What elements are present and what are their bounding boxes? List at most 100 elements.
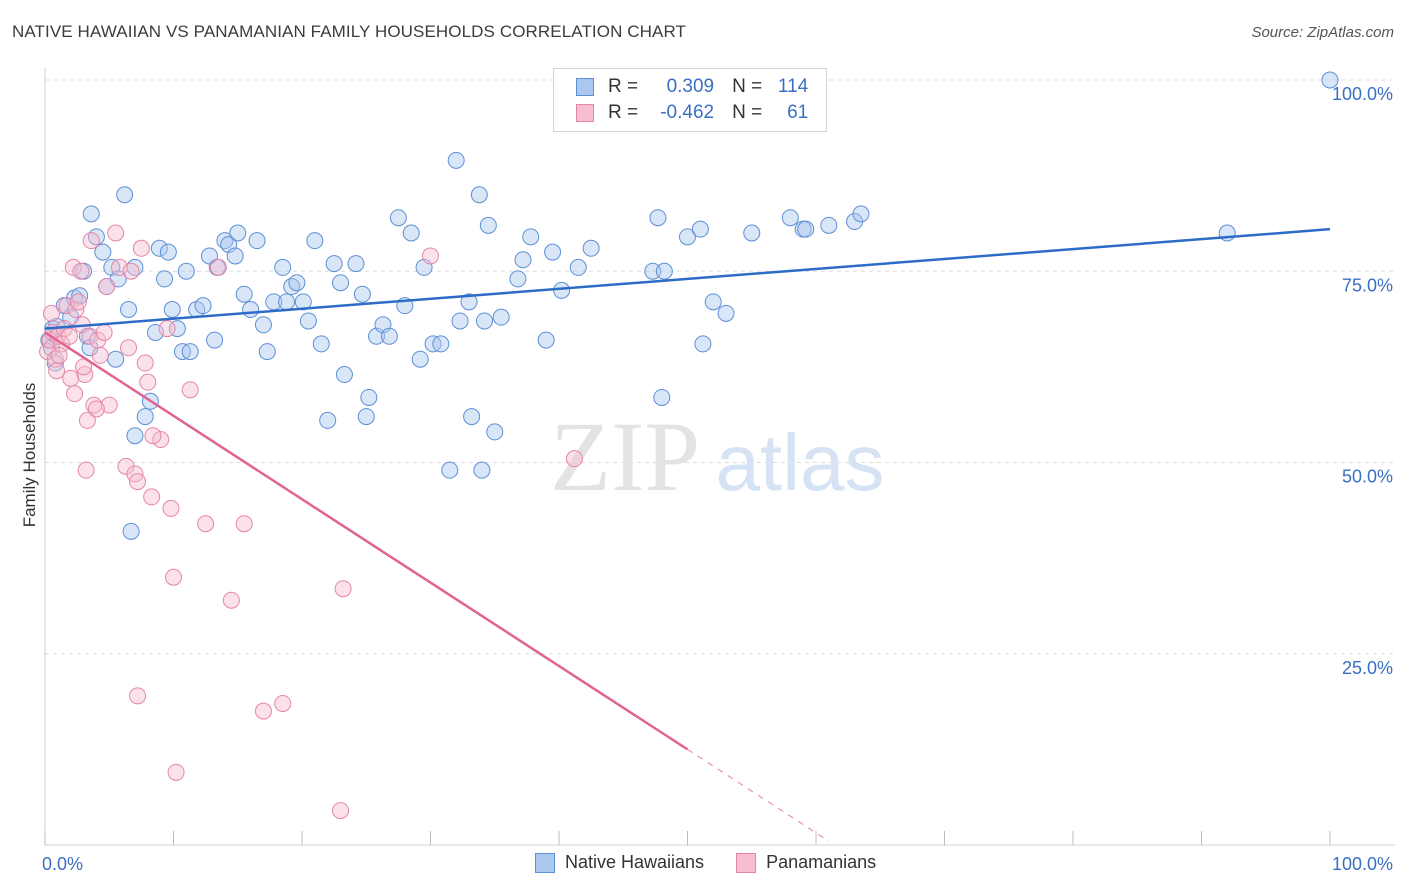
data-point-native-hawaiians bbox=[1321, 71, 1339, 89]
data-point-native-hawaiians bbox=[653, 388, 671, 406]
data-point-native-hawaiians bbox=[473, 461, 491, 479]
data-point-native-hawaiians bbox=[694, 335, 712, 353]
data-point-native-hawaiians bbox=[704, 293, 722, 311]
data-point-panamanians bbox=[565, 450, 583, 468]
data-point-native-hawaiians bbox=[447, 151, 465, 169]
y-tick-label: 25.0% bbox=[1342, 658, 1393, 678]
data-point-panamanians bbox=[152, 431, 170, 449]
axes bbox=[44, 68, 1395, 846]
data-point-panamanians bbox=[78, 411, 96, 429]
data-point-panamanians bbox=[158, 320, 176, 338]
data-point-native-hawaiians bbox=[691, 220, 709, 238]
data-point-panamanians bbox=[136, 354, 154, 372]
data-point-native-hawaiians bbox=[460, 293, 478, 311]
data-point-panamanians bbox=[143, 488, 161, 506]
data-point-native-hawaiians bbox=[411, 350, 429, 368]
trend-lines bbox=[44, 227, 1331, 842]
data-point-panamanians bbox=[81, 327, 99, 345]
data-point-native-hawaiians bbox=[463, 408, 481, 426]
data-point-panamanians bbox=[91, 346, 109, 364]
data-point-panamanians bbox=[165, 568, 182, 586]
data-point-native-hawaiians bbox=[360, 388, 378, 406]
trend-line-native-hawaiians bbox=[44, 227, 1331, 330]
data-point-panamanians bbox=[162, 499, 180, 517]
data-point-panamanians bbox=[222, 591, 240, 609]
data-point-native-hawaiians bbox=[278, 293, 296, 311]
data-point-native-hawaiians bbox=[71, 287, 89, 305]
data-point-native-hawaiians bbox=[335, 366, 353, 384]
data-point-panamanians bbox=[167, 763, 185, 781]
data-point-native-hawaiians bbox=[194, 297, 212, 315]
data-point-native-hawaiians bbox=[229, 224, 247, 242]
data-point-panamanians bbox=[95, 323, 113, 341]
data-point-native-hawaiians bbox=[479, 216, 497, 234]
data-point-native-hawaiians bbox=[274, 258, 292, 276]
data-point-native-hawaiians bbox=[226, 247, 244, 265]
legend-r-value: 0.309 bbox=[666, 76, 715, 97]
data-point-panamanians bbox=[87, 400, 105, 418]
data-point-native-hawaiians bbox=[306, 232, 324, 250]
data-point-panamanians bbox=[64, 258, 82, 276]
data-point-panamanians bbox=[82, 232, 100, 250]
data-point-panamanians bbox=[332, 802, 350, 820]
data-point-panamanians bbox=[254, 702, 272, 720]
data-point-panamanians bbox=[100, 396, 118, 414]
data-point-native-hawaiians bbox=[544, 243, 562, 261]
legend-n-value: 114 bbox=[777, 76, 809, 97]
data-point-panamanians bbox=[129, 687, 147, 705]
data-point-native-hawaiians bbox=[156, 270, 174, 288]
data-point-native-hawaiians bbox=[514, 251, 532, 269]
x-tick-label: 100.0% bbox=[1332, 854, 1393, 874]
data-point-native-hawaiians bbox=[353, 285, 371, 303]
data-point-panamanians bbox=[197, 515, 215, 533]
legend-r-value: -0.462 bbox=[660, 102, 715, 123]
data-point-native-hawaiians bbox=[451, 312, 469, 330]
data-point-native-hawaiians bbox=[357, 408, 375, 426]
data-point-native-hawaiians bbox=[797, 220, 815, 238]
data-point-panamanians bbox=[107, 224, 125, 242]
data-point-native-hawaiians bbox=[319, 411, 337, 429]
data-point-native-hawaiians bbox=[347, 255, 365, 273]
data-point-panamanians bbox=[144, 427, 162, 445]
legend-row-blue: R = 0.309 N = 114 bbox=[576, 75, 808, 99]
data-point-native-hawaiians bbox=[325, 255, 343, 273]
data-point-native-hawaiians bbox=[522, 228, 540, 246]
data-point-native-hawaiians bbox=[94, 243, 112, 261]
y-tick-label: 50.0% bbox=[1342, 467, 1393, 487]
legend-item-panamanians[interactable]: Panamanians bbox=[736, 852, 876, 873]
data-point-native-hawaiians bbox=[475, 312, 493, 330]
data-point-native-hawaiians bbox=[258, 343, 276, 361]
data-point-native-hawaiians bbox=[126, 427, 144, 445]
source-label: Source: ZipAtlas.com bbox=[1251, 24, 1394, 41]
data-point-native-hawaiians bbox=[649, 209, 667, 227]
data-point-native-hawaiians bbox=[120, 301, 138, 318]
data-point-native-hawaiians bbox=[332, 274, 350, 292]
data-point-panamanians bbox=[50, 346, 68, 364]
chart-title: NATIVE HAWAIIAN VS PANAMANIAN FAMILY HOU… bbox=[12, 22, 687, 41]
data-point-native-hawaiians bbox=[582, 239, 600, 257]
data-point-panamanians bbox=[62, 369, 80, 387]
data-point-native-hawaiians bbox=[163, 301, 181, 318]
data-point-native-hawaiians bbox=[206, 331, 224, 349]
data-point-panamanians bbox=[66, 385, 84, 403]
data-point-panamanians bbox=[235, 515, 253, 533]
data-point-panamanians bbox=[422, 247, 439, 265]
legend-swatch-blue bbox=[535, 852, 555, 873]
legend-r-label: R = bbox=[608, 102, 639, 123]
data-point-native-hawaiians bbox=[509, 270, 527, 288]
data-point-panamanians bbox=[209, 258, 227, 276]
stats-legend: R = 0.309 N = 114 R = -0.462 N = 61 bbox=[553, 68, 827, 132]
data-point-native-hawaiians bbox=[159, 243, 177, 261]
data-point-native-hawaiians bbox=[717, 304, 735, 322]
data-point-native-hawaiians bbox=[470, 186, 488, 204]
legend-label-native-hawaiians: Native Hawaiians bbox=[565, 852, 705, 872]
legend-n-label: N = bbox=[732, 102, 763, 123]
data-point-panamanians bbox=[98, 278, 116, 296]
legend-item-native-hawaiians[interactable]: Native Hawaiians bbox=[535, 852, 704, 873]
data-point-native-hawaiians bbox=[492, 308, 510, 326]
data-point-native-hawaiians bbox=[248, 232, 266, 250]
data-point-panamanians bbox=[129, 473, 147, 491]
watermark-zip: ZIP bbox=[550, 401, 700, 512]
data-point-native-hawaiians bbox=[288, 274, 306, 292]
